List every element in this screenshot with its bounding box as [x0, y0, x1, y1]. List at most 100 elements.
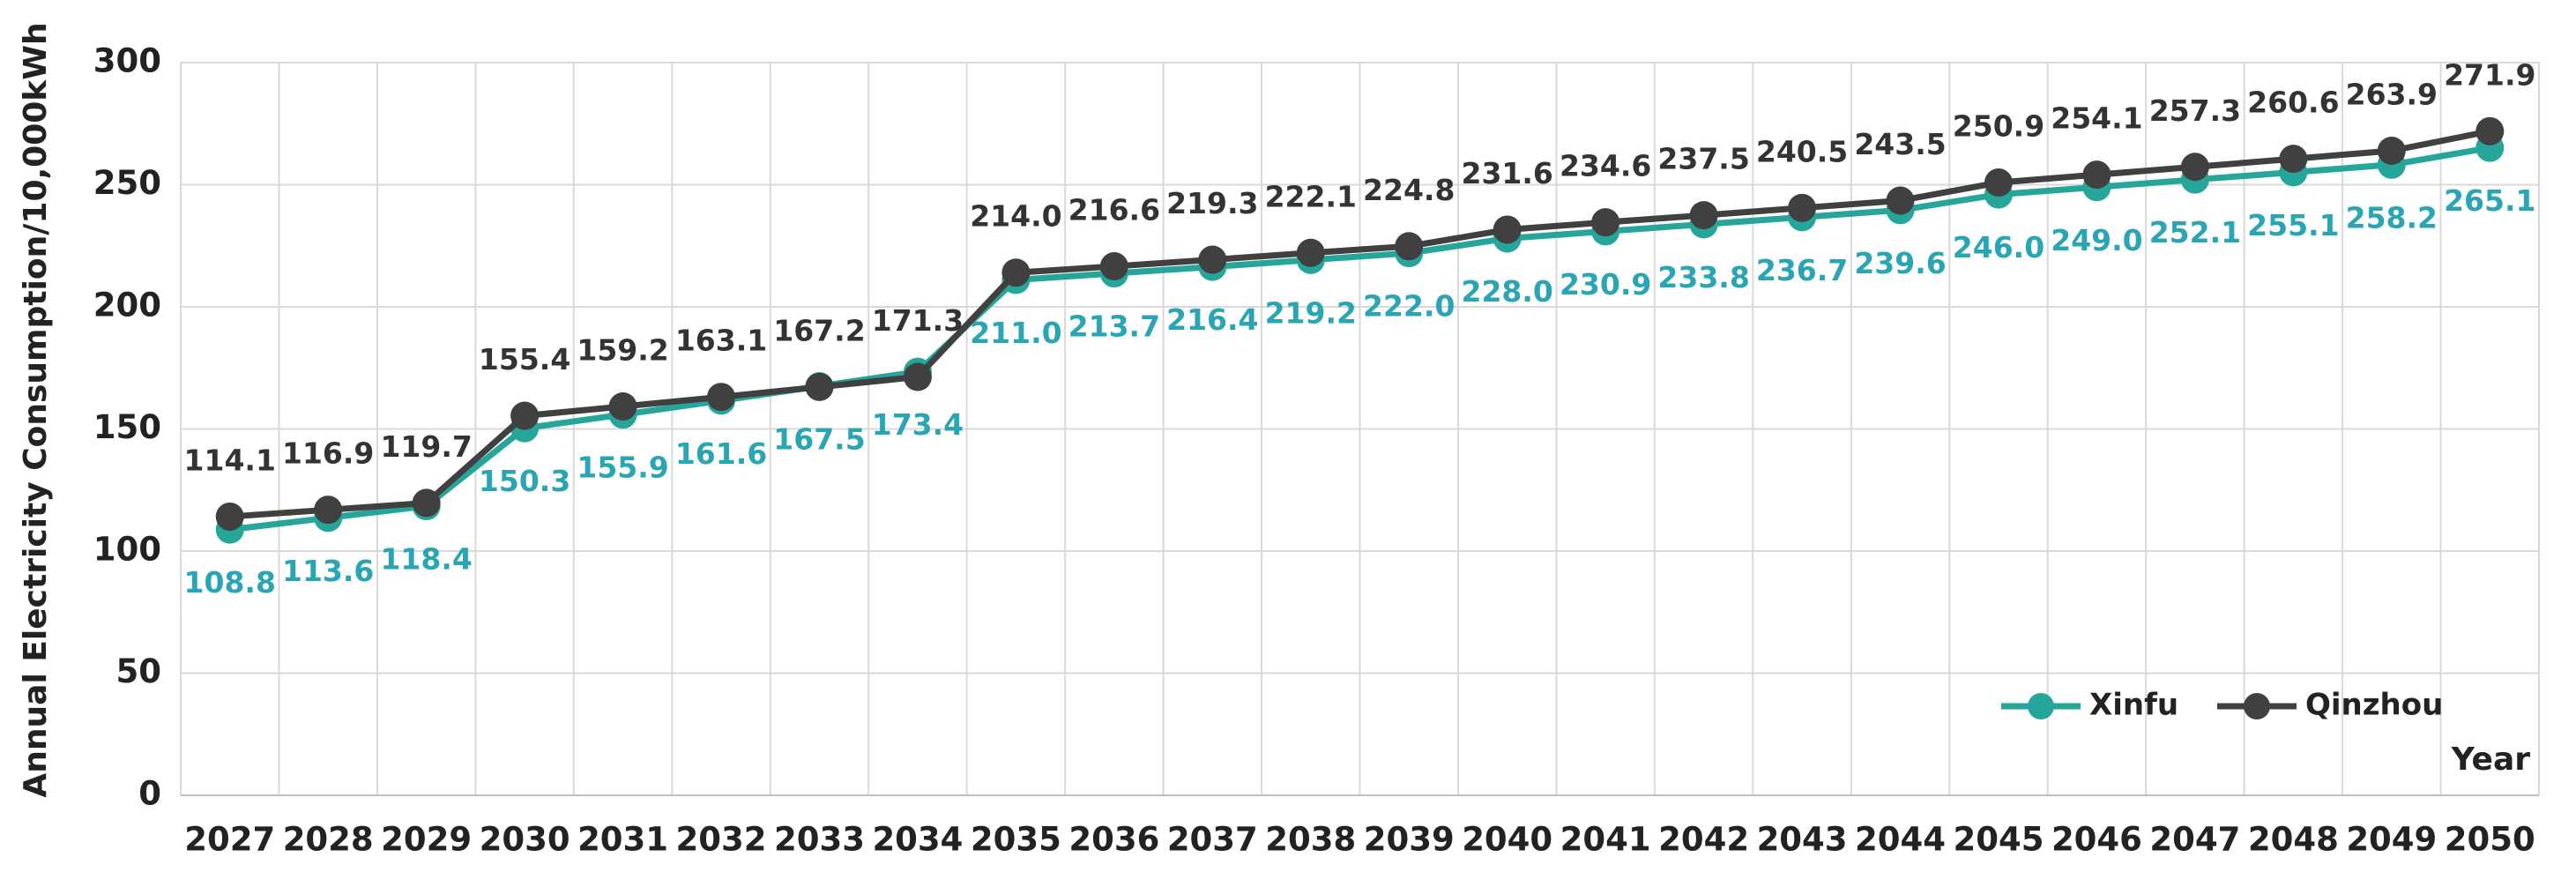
data-label: 161.6 [675, 436, 767, 471]
data-label: 171.3 [872, 303, 964, 338]
x-tick-label: 2047 [2149, 821, 2240, 859]
data-label: 219.3 [1166, 186, 1258, 220]
x-tick-label: 2044 [1855, 821, 1946, 859]
y-tick-label: 0 [138, 775, 161, 813]
x-tick-label: 2039 [1364, 821, 1455, 859]
data-label: 243.5 [1854, 127, 1946, 161]
x-tick-label: 2037 [1167, 821, 1258, 859]
data-label: 231.6 [1461, 156, 1552, 190]
data-label: 228.0 [1461, 274, 1552, 309]
y-tick-label: 50 [116, 652, 162, 690]
data-label: 254.1 [2051, 101, 2142, 136]
x-tick-label: 2043 [1757, 821, 1848, 859]
point [2377, 136, 2406, 165]
point [510, 401, 540, 430]
data-label: 234.6 [1560, 149, 1651, 183]
point [1493, 215, 1522, 244]
data-label: 249.0 [2051, 223, 2142, 257]
x-tick-label: 2032 [676, 821, 767, 859]
point [805, 372, 834, 401]
series-line [229, 128, 2490, 520]
data-label: 214.0 [970, 199, 1061, 234]
data-label: 224.8 [1363, 173, 1455, 207]
point [1296, 238, 1325, 267]
x-tick-label: 2030 [480, 821, 570, 859]
data-label: 230.9 [1560, 267, 1651, 302]
x-tick-label: 2035 [971, 821, 1061, 859]
x-tick-label: 2033 [774, 821, 865, 859]
legend-label: Qinzhou [2305, 688, 2443, 723]
data-label: 118.4 [380, 542, 472, 577]
point [412, 488, 441, 518]
point [1788, 193, 1817, 222]
data-label: 113.6 [282, 554, 374, 588]
data-label: 119.7 [380, 429, 472, 464]
point [1099, 252, 1128, 281]
data-label: 114.1 [184, 443, 276, 477]
data-label: 222.1 [1265, 179, 1357, 213]
data-label: 150.3 [479, 464, 570, 498]
data-label: 263.9 [2346, 77, 2438, 111]
x-tick-label: 2029 [381, 821, 472, 859]
point [707, 383, 736, 412]
point [1198, 245, 1227, 274]
data-label: 250.9 [1953, 109, 2044, 144]
data-label: 271.9 [2444, 57, 2535, 92]
x-tick-label: 2034 [872, 821, 963, 859]
data-label: 155.9 [577, 451, 668, 485]
x-tick-label: 2038 [1265, 821, 1356, 859]
x-tick-label: 2046 [2051, 821, 2142, 859]
data-label: 116.9 [282, 436, 374, 471]
x-tick-label: 2048 [2248, 821, 2339, 859]
data-label: 167.2 [773, 313, 865, 347]
data-label: 159.2 [577, 333, 668, 368]
data-label: 240.5 [1756, 134, 1848, 168]
data-label: 257.3 [2149, 93, 2241, 128]
point [1689, 201, 1718, 230]
point [1886, 186, 1915, 215]
y-tick-label: 100 [93, 531, 161, 569]
point [1395, 232, 1424, 261]
point [2180, 153, 2209, 182]
data-label: 260.6 [2247, 86, 2339, 120]
point [1001, 258, 1031, 287]
point [608, 392, 637, 421]
x-tick-label: 2049 [2346, 821, 2437, 859]
data-label: 222.0 [1363, 289, 1455, 324]
y-tick-label: 150 [93, 408, 161, 446]
x-tick-label: 2027 [184, 821, 275, 859]
x-tick-label: 2028 [283, 821, 374, 859]
x-tick-label: 2041 [1560, 821, 1651, 859]
point [1591, 208, 1620, 237]
data-label: 252.1 [2149, 215, 2241, 250]
x-tick-label: 2045 [1953, 821, 2044, 859]
data-label: 239.6 [1854, 246, 1946, 280]
data-label: 173.4 [872, 407, 964, 442]
data-label: 108.8 [184, 565, 276, 600]
data-label: 167.5 [773, 422, 865, 457]
data-label: 246.0 [1953, 230, 2044, 265]
data-label: 233.8 [1657, 260, 1749, 294]
point [1984, 168, 2013, 198]
data-label: 237.5 [1657, 142, 1749, 176]
x-tick-label: 2040 [1462, 821, 1552, 859]
data-label: 216.6 [1068, 193, 1160, 227]
y-tick-label: 300 [93, 42, 161, 80]
point [314, 496, 343, 525]
legend-marker [2244, 693, 2270, 719]
data-label: 213.7 [1068, 309, 1160, 344]
point [2082, 160, 2111, 190]
series-line [229, 145, 2490, 533]
data-label: 255.1 [2247, 208, 2339, 242]
point [2279, 145, 2308, 174]
legend-label: Xinfu [2089, 688, 2178, 723]
x-tick-label: 2042 [1658, 821, 1749, 859]
point [2475, 116, 2505, 145]
point [903, 362, 932, 391]
data-label: 216.4 [1166, 302, 1258, 337]
x-tick-label: 2036 [1068, 821, 1159, 859]
data-label: 236.7 [1756, 253, 1848, 287]
data-label: 265.1 [2444, 183, 2535, 218]
data-label: 211.0 [970, 316, 1061, 350]
